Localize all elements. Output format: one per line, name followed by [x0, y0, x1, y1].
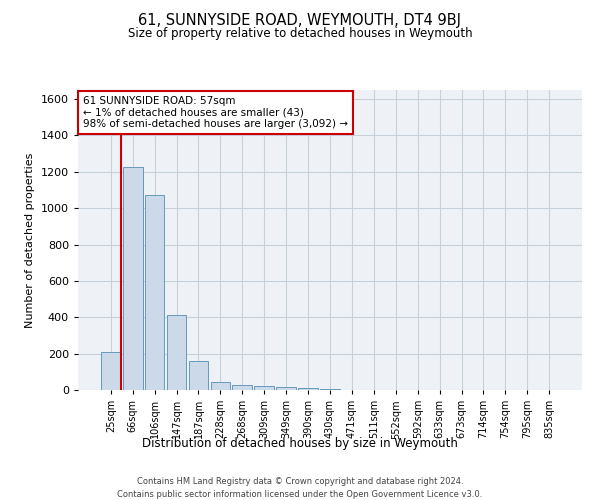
Text: 61, SUNNYSIDE ROAD, WEYMOUTH, DT4 9BJ: 61, SUNNYSIDE ROAD, WEYMOUTH, DT4 9BJ	[139, 12, 461, 28]
Text: 61 SUNNYSIDE ROAD: 57sqm
← 1% of detached houses are smaller (43)
98% of semi-de: 61 SUNNYSIDE ROAD: 57sqm ← 1% of detache…	[83, 96, 348, 129]
Bar	[145, 196, 164, 390]
Bar	[211, 382, 230, 390]
Bar	[298, 388, 318, 390]
Bar	[276, 388, 296, 390]
Bar	[123, 168, 143, 390]
Text: Size of property relative to detached houses in Weymouth: Size of property relative to detached ho…	[128, 28, 472, 40]
Bar	[188, 361, 208, 390]
Bar	[167, 316, 187, 390]
Bar	[101, 352, 121, 390]
Text: Contains public sector information licensed under the Open Government Licence v3: Contains public sector information licen…	[118, 490, 482, 499]
Y-axis label: Number of detached properties: Number of detached properties	[25, 152, 35, 328]
Bar	[320, 388, 340, 390]
Bar	[232, 385, 252, 390]
Text: Contains HM Land Registry data © Crown copyright and database right 2024.: Contains HM Land Registry data © Crown c…	[137, 478, 463, 486]
Bar	[254, 386, 274, 390]
Text: Distribution of detached houses by size in Weymouth: Distribution of detached houses by size …	[142, 438, 458, 450]
